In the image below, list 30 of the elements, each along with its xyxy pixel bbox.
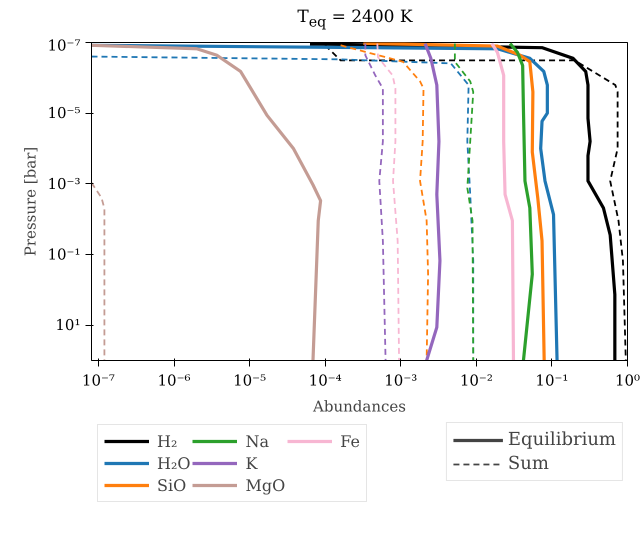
y-tick-label: 10⁻⁷ bbox=[47, 36, 81, 54]
legend-label: Fe bbox=[340, 432, 360, 450]
line-series bbox=[376, 42, 400, 360]
text: Equilibrium bbox=[508, 429, 616, 450]
x-tick-label: 10⁻⁷ bbox=[82, 372, 115, 390]
x-tick-label: 10⁻⁶ bbox=[157, 372, 191, 390]
legend-label: H₂O bbox=[157, 454, 190, 472]
y-axis-title: Pressure [bar] bbox=[21, 146, 40, 256]
line-series bbox=[424, 42, 442, 360]
x-tick-label: 10⁻¹ bbox=[535, 372, 568, 390]
y-tick-label: 10⁻¹ bbox=[47, 246, 81, 264]
line-series bbox=[364, 42, 386, 360]
x-tick-label: 10⁻⁵ bbox=[233, 372, 266, 390]
x-tick-label: 10⁰ bbox=[614, 372, 640, 390]
chart-title: T$_{eq}$ = 2400 K bbox=[296, 6, 414, 32]
x-axis-title: Abundances bbox=[312, 398, 406, 416]
legend-label: Na bbox=[245, 432, 270, 450]
x-tick-label: 10⁻³ bbox=[384, 372, 418, 390]
line-series bbox=[454, 42, 474, 360]
y-tick-label: 10¹ bbox=[55, 316, 81, 334]
x-tick-label: 10⁻⁴ bbox=[308, 372, 342, 390]
legend-label: K bbox=[245, 454, 259, 472]
line-series bbox=[92, 182, 106, 360]
y-tick-label: 10⁻³ bbox=[47, 174, 81, 193]
x-tick-label: 10⁻² bbox=[460, 372, 493, 390]
legend-label: MgO bbox=[245, 476, 286, 494]
legend-label: SiO bbox=[157, 476, 186, 494]
y-tick-label: 10⁻⁵ bbox=[47, 104, 81, 122]
legend-label: H₂ bbox=[157, 432, 178, 450]
text: Sum bbox=[508, 453, 549, 474]
